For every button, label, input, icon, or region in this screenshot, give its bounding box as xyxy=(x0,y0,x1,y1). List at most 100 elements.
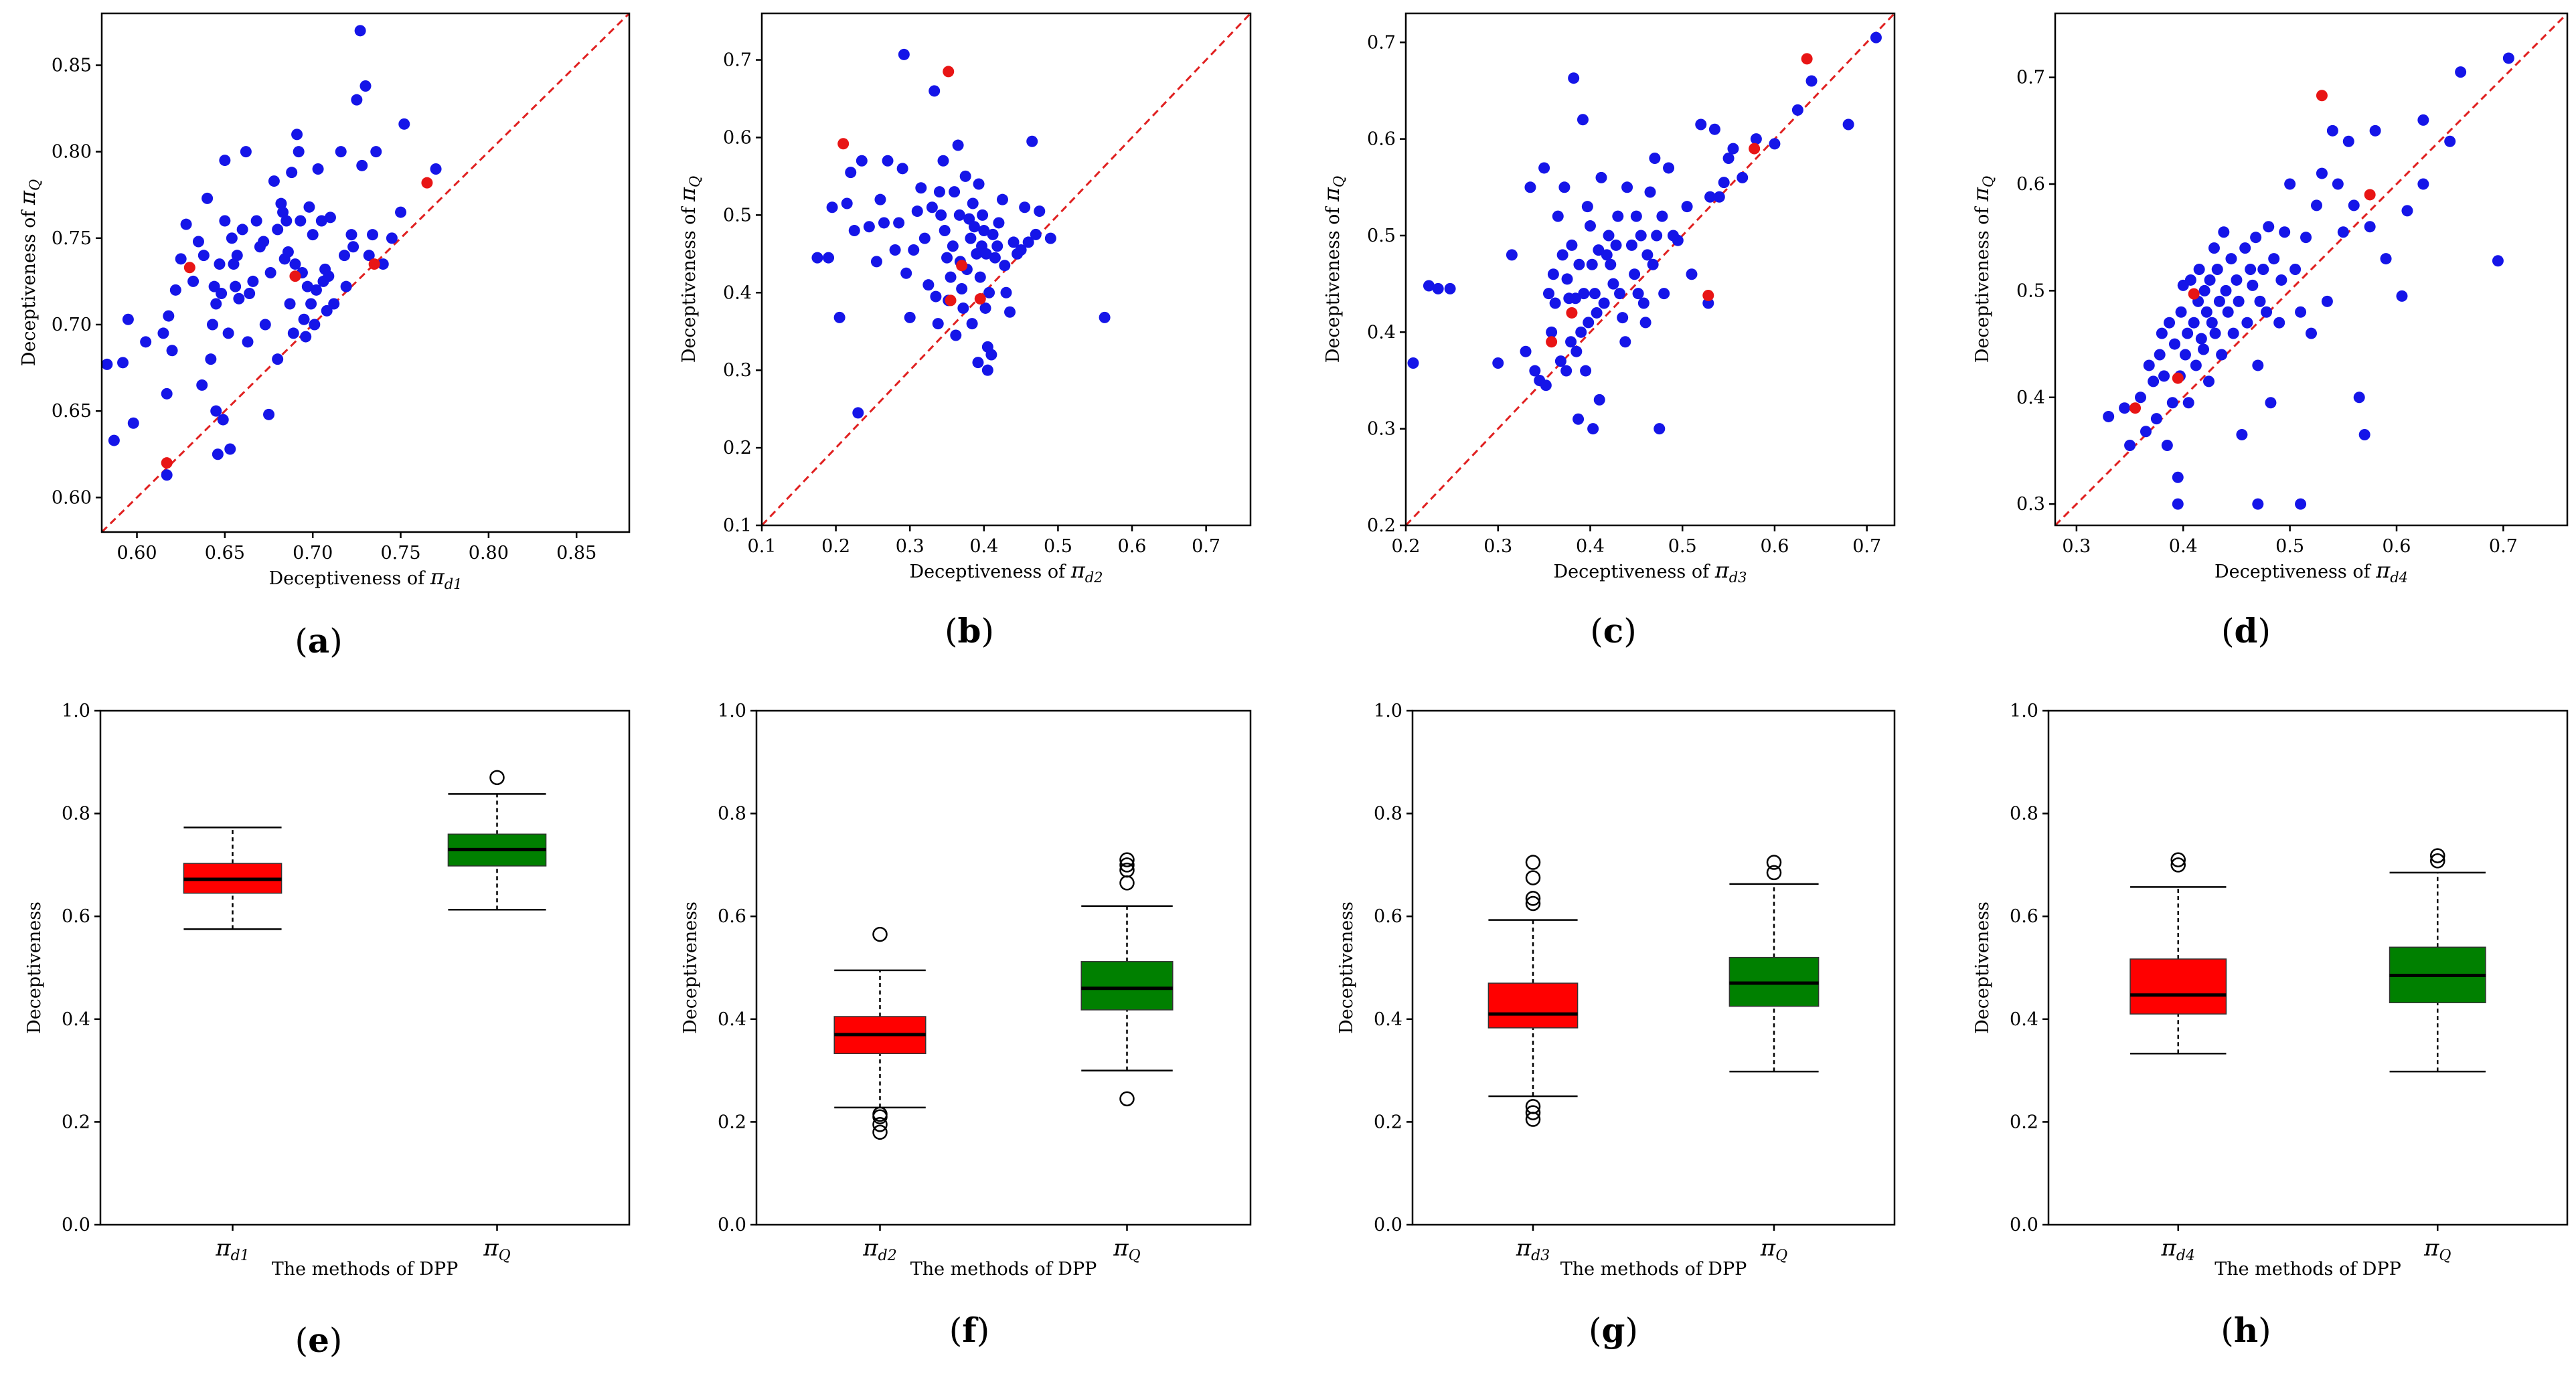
x-axis-label: Deceptiveness of πd2 xyxy=(909,557,1103,586)
scatter-point-blue xyxy=(966,318,978,330)
panel-label-open-paren: ( xyxy=(295,1321,309,1360)
panel-label: (f) xyxy=(949,1310,990,1350)
panel-label-close-paren: ) xyxy=(977,1311,990,1350)
scatter-point-red xyxy=(161,457,173,469)
scatter-point-blue xyxy=(1750,133,1762,145)
scatter-point-blue xyxy=(1695,118,1707,131)
scatter-point-blue xyxy=(870,256,882,268)
y-tick-label: 0.2 xyxy=(2010,1112,2038,1132)
scatter-point-blue xyxy=(2218,226,2230,238)
scatter-point-blue xyxy=(157,327,169,339)
x-tick-label: 0.7 xyxy=(1192,536,1220,557)
y-tick-label: 1.0 xyxy=(2010,701,2038,721)
scatter-point-blue xyxy=(430,163,442,175)
scatter-point-blue xyxy=(354,25,366,37)
scatter-point-blue xyxy=(893,217,905,229)
y-tick-label: 0.3 xyxy=(1367,419,1396,440)
scatter-point-blue xyxy=(228,258,240,270)
scatter-point-blue xyxy=(1573,258,1585,270)
diagonal-reference-line xyxy=(2054,12,2569,527)
scatter-point-blue xyxy=(2140,426,2152,438)
y-tick-label: 0.4 xyxy=(2010,1009,2038,1030)
box-iqr-red xyxy=(1487,982,1579,1029)
scatter-point-blue xyxy=(2164,317,2176,329)
scatter-point-blue xyxy=(930,290,942,303)
panel-label-letter: c xyxy=(1603,611,1623,651)
scatter-point-blue xyxy=(856,155,868,167)
scatter-point-blue xyxy=(2188,317,2200,329)
x-tick-label: 0.3 xyxy=(2062,536,2091,557)
scatter-point-blue xyxy=(918,232,931,244)
panel-label-open-paren: ( xyxy=(949,1311,963,1350)
scatter-point-blue xyxy=(2119,402,2131,414)
category-pi-symbol: π xyxy=(1760,1235,1776,1262)
x-axis-label-subscript: d1 xyxy=(445,576,463,592)
scatter-point-blue xyxy=(275,197,287,209)
outlier-point xyxy=(1525,891,1541,906)
scatter-point-red xyxy=(289,270,301,282)
scatter-point-blue xyxy=(2231,274,2243,286)
scatter-point-blue xyxy=(977,209,989,221)
scatter-point-blue xyxy=(1737,171,1749,183)
scatter-point-blue xyxy=(363,250,375,262)
panel-label: (g) xyxy=(1589,1310,1638,1350)
scatter-point-blue xyxy=(108,434,120,446)
category-subscript: d4 xyxy=(2176,1247,2195,1264)
panel-label-letter: f xyxy=(962,1310,979,1350)
panel-label-open-paren: ( xyxy=(2221,612,2235,651)
scatter-point-blue xyxy=(1722,153,1735,165)
scatter-point-blue xyxy=(2225,253,2237,265)
scatter-point-blue xyxy=(933,186,945,198)
panel-label-open-paren: ( xyxy=(945,612,958,651)
scatter-point-blue xyxy=(1593,394,1605,406)
scatter-point-blue xyxy=(2227,327,2239,339)
x-axis-label: The methods of DPP xyxy=(2215,1259,2401,1280)
scatter-point-blue xyxy=(2492,255,2504,267)
category-subscript: d3 xyxy=(1531,1247,1550,1264)
category-pi-symbol: π xyxy=(483,1235,499,1262)
scatter-point-blue xyxy=(268,175,280,187)
scatter-point-blue xyxy=(328,298,340,310)
x-tick-label: 0.2 xyxy=(1392,536,1421,557)
scatter-point-blue xyxy=(2364,221,2376,233)
scatter-point-blue xyxy=(2306,327,2317,339)
y-tick-label: 1.0 xyxy=(718,701,746,721)
scatter-point-blue xyxy=(929,85,941,97)
scatter-point-blue xyxy=(247,275,259,287)
x-tick-label: 0.7 xyxy=(1852,536,1881,557)
x-tick-label: 0.5 xyxy=(1044,536,1072,557)
y-axis-label-pi-symbol: π xyxy=(15,190,40,205)
x-category-label: πd1 xyxy=(215,1235,249,1264)
scatter-point-red xyxy=(2364,189,2376,201)
panel-label-close-paren: ) xyxy=(1623,612,1637,651)
y-tick-label: 0.4 xyxy=(723,282,752,303)
scatter-point-blue xyxy=(2169,338,2180,350)
scatter-point-blue xyxy=(1547,268,1559,280)
scatter-point-blue xyxy=(978,225,990,237)
scatter-point-blue xyxy=(196,379,208,391)
scatter-point-blue xyxy=(315,215,327,227)
scatter-point-blue xyxy=(1549,297,1561,309)
scatter-point-blue xyxy=(2209,327,2221,339)
x-axis-label: The methods of DPP xyxy=(1560,1259,1747,1280)
x-axis-label-subscript: d4 xyxy=(2390,570,2408,586)
scatter-point-blue xyxy=(175,253,187,265)
scatter-point-blue xyxy=(965,232,977,244)
scatter-point-blue xyxy=(981,364,993,376)
x-tick-label: 0.6 xyxy=(1760,536,1789,557)
category-pi-symbol: π xyxy=(215,1235,231,1262)
x-axis-label: The methods of DPP xyxy=(272,1259,459,1280)
axes-frame xyxy=(1404,12,1896,527)
outlier-point xyxy=(1525,1112,1541,1127)
x-tick-label: 0.85 xyxy=(556,543,596,564)
scatter-point-blue xyxy=(347,241,359,253)
scatter-point-blue xyxy=(2316,167,2328,179)
scatter-point-blue xyxy=(1423,280,1435,292)
scatter-point-blue xyxy=(904,311,916,323)
scatter-point-blue xyxy=(2213,295,2225,307)
scatter-point-blue xyxy=(291,128,303,141)
scatter-point-blue xyxy=(2103,410,2115,422)
y-tick-label: 0.6 xyxy=(1374,906,1402,927)
scatter-point-blue xyxy=(197,250,210,262)
scatter-point-blue xyxy=(2193,264,2205,275)
